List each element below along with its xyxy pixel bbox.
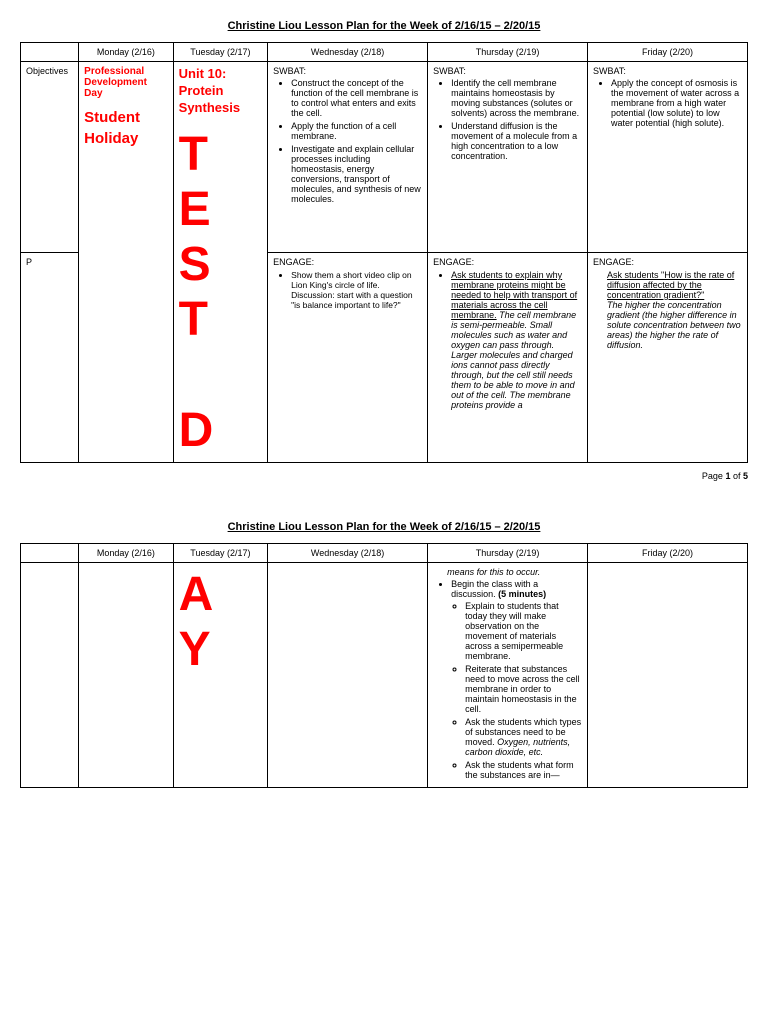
wed-engage-1: Show them a short video clip on Lion Kin… <box>291 270 422 310</box>
thu-obj-2: Understand diffusion is the movement of … <box>451 121 582 161</box>
thu-header: Thursday (2/19) <box>428 543 588 562</box>
wed-header: Wednesday (2/18) <box>268 43 428 62</box>
engage-label: ENGAGE: <box>433 257 582 267</box>
wed-obj-1: Construct the concept of the function of… <box>291 78 422 118</box>
swbat-label: SWBAT: <box>273 66 422 76</box>
fri-engage-ask: Ask students "How is the rate of diffusi… <box>607 270 742 300</box>
tue-header: Tuesday (2/17) <box>173 43 268 62</box>
engage-label: ENGAGE: <box>273 257 422 267</box>
page-title: Christine Liou Lesson Plan for the Week … <box>20 20 748 32</box>
thu-engage: ENGAGE: Ask students to explain why memb… <box>428 252 588 462</box>
thu-engage-answer: The cell membrane is semi-permeable. Sma… <box>451 310 576 410</box>
thu-engage-1: Ask students to explain why membrane pro… <box>451 270 582 410</box>
fri-blank <box>588 562 748 787</box>
wed-engage: ENGAGE: Show them a short video clip on … <box>268 252 428 462</box>
page-title-2: Christine Liou Lesson Plan for the Week … <box>20 521 748 533</box>
thu-sub-1: Explain to students that today they will… <box>465 601 582 661</box>
wed-obj-3: Investigate and explain cellular process… <box>291 144 422 204</box>
header-row: Monday (2/16) Tuesday (2/17) Wednesday (… <box>21 43 748 62</box>
fri-header: Friday (2/20) <box>588 543 748 562</box>
mon-header: Monday (2/16) <box>79 43 174 62</box>
objectives-row: Objectives Professional Development Day … <box>21 62 748 253</box>
thu-sub-2: Reiterate that substances need to move a… <box>465 664 582 714</box>
page-2: Christine Liou Lesson Plan for the Week … <box>20 521 748 788</box>
fri-header: Friday (2/20) <box>588 43 748 62</box>
objectives-label: Objectives <box>21 62 79 253</box>
blank-header <box>21 43 79 62</box>
test-day-letters-2: A Y <box>179 567 263 677</box>
mon-header: Monday (2/16) <box>79 543 174 562</box>
unit-title: Unit 10: Protein Synthesis <box>179 66 263 117</box>
page-1: Christine Liou Lesson Plan for the Week … <box>20 20 748 481</box>
lesson-table-2: Monday (2/16) Tuesday (2/17) Wednesday (… <box>20 543 748 788</box>
fri-obj-1: Apply the concept of osmosis is the move… <box>611 78 742 128</box>
fri-engage-answer: The higher the concentration gradient (t… <box>607 300 742 350</box>
lesson-table-1: Monday (2/16) Tuesday (2/17) Wednesday (… <box>20 42 748 463</box>
thu-sub-4: Ask the students what form the substance… <box>465 760 582 780</box>
blank-cell <box>21 562 79 787</box>
p-label: P <box>21 252 79 462</box>
fri-engage: ENGAGE: Ask students "How is the rate of… <box>588 252 748 462</box>
wed-header: Wednesday (2/18) <box>268 543 428 562</box>
mon-cell: Professional Development Day Student Hol… <box>79 62 174 463</box>
wed-obj-2: Apply the function of a cell membrane. <box>291 121 422 141</box>
thu-sub-3: Ask the students which types of substanc… <box>465 717 582 757</box>
continuation-row: A Y means for this to occur. Begin the c… <box>21 562 748 787</box>
student-holiday: Student Holiday <box>84 107 168 149</box>
blank-header <box>21 543 79 562</box>
swbat-label: SWBAT: <box>433 66 582 76</box>
tue-cell-2: A Y <box>173 562 268 787</box>
fri-objectives: SWBAT: Apply the concept of osmosis is t… <box>588 62 748 253</box>
swbat-label: SWBAT: <box>593 66 742 76</box>
thu-header: Thursday (2/19) <box>428 43 588 62</box>
thu-obj-1: Identify the cell membrane maintains hom… <box>451 78 582 118</box>
test-day-letters: T E S T D <box>179 127 263 458</box>
thu-continuation: means for this to occur. Begin the class… <box>428 562 588 787</box>
tue-header: Tuesday (2/17) <box>173 543 268 562</box>
tue-cell: Unit 10: Protein Synthesis T E S T D <box>173 62 268 463</box>
thu-discussion: Begin the class with a discussion. (5 mi… <box>451 579 582 780</box>
mon-blank <box>79 562 174 787</box>
pd-day: Professional Development Day <box>84 66 168 99</box>
header-row-2: Monday (2/16) Tuesday (2/17) Wednesday (… <box>21 543 748 562</box>
thu-cont: means for this to occur. <box>447 567 540 577</box>
page-number: Page 1 of 5 <box>20 471 748 481</box>
wed-objectives: SWBAT: Construct the concept of the func… <box>268 62 428 253</box>
thu-objectives: SWBAT: Identify the cell membrane mainta… <box>428 62 588 253</box>
wed-blank <box>268 562 428 787</box>
engage-label: ENGAGE: <box>593 257 742 267</box>
